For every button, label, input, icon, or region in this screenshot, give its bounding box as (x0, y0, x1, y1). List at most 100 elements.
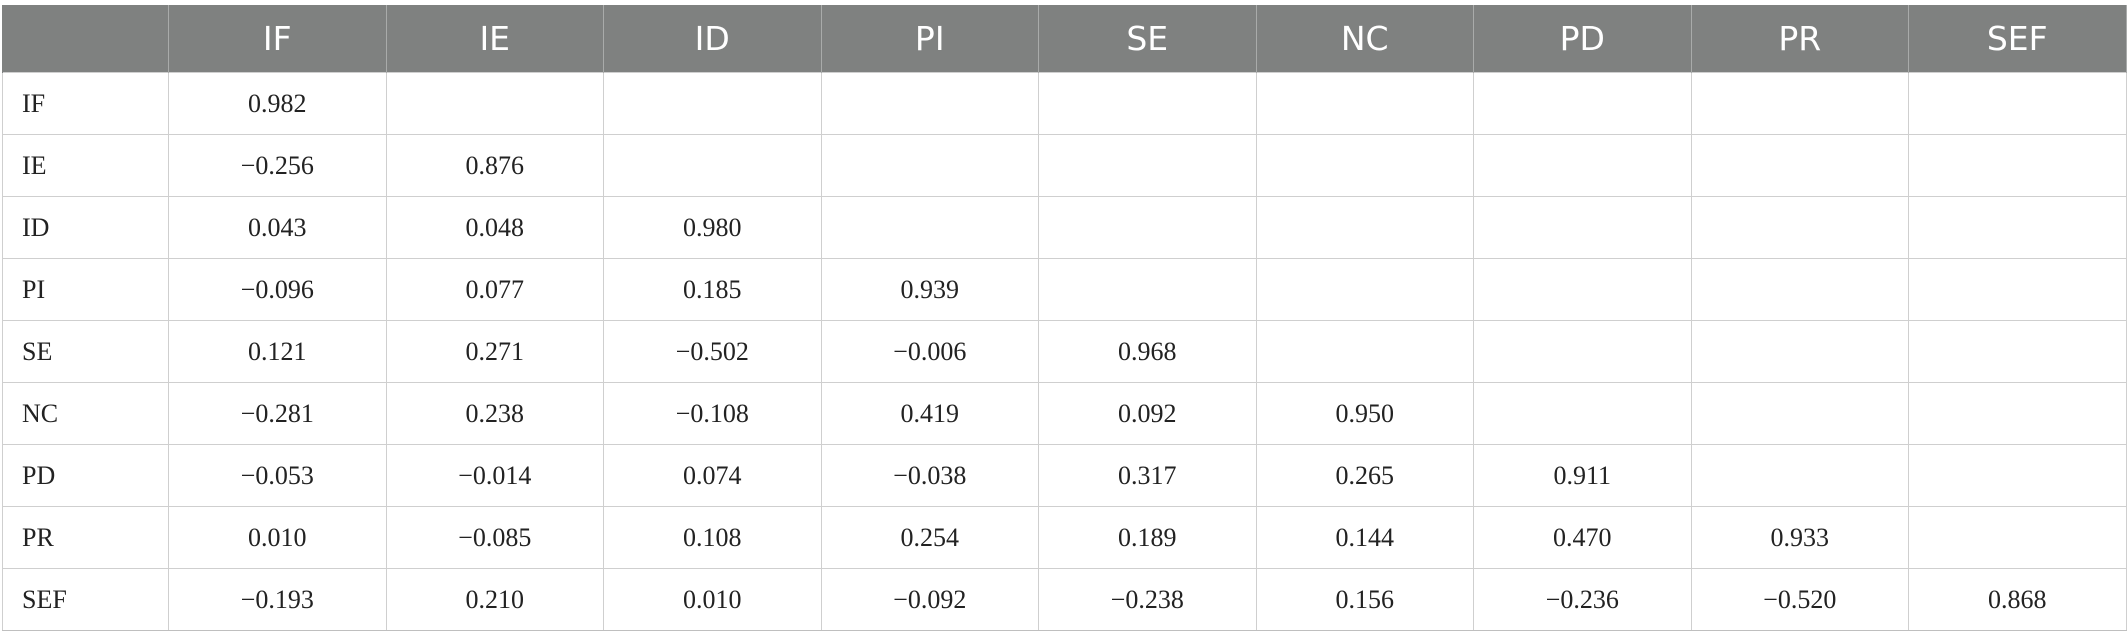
table-cell: 0.077 (385, 258, 604, 321)
table-cell (603, 134, 822, 197)
table-cell: 0.980 (603, 196, 822, 259)
table-cell: 0.238 (385, 382, 604, 445)
table-cell (1473, 72, 1692, 135)
table-cell (603, 72, 822, 135)
table-cell (1908, 258, 2127, 321)
table-cell (385, 72, 604, 135)
table-cell: 0.470 (1473, 506, 1692, 569)
header-cell-pd: PD (1473, 5, 1692, 73)
table-row: IF 0.982 (2, 72, 2127, 135)
table-cell (1908, 382, 2127, 445)
table-cell (1473, 320, 1692, 383)
row-label: PI (2, 258, 169, 321)
table-cell (1473, 258, 1692, 321)
table-cell (1255, 258, 1474, 321)
table-cell: 0.254 (820, 506, 1039, 569)
table-cell: 0.010 (168, 506, 387, 569)
table-cell (1690, 72, 1909, 135)
table-cell (1690, 382, 1909, 445)
row-label: SE (2, 320, 169, 383)
table-cell (1038, 196, 1257, 259)
table-cell (820, 196, 1039, 259)
table-cell: −0.193 (168, 568, 387, 631)
table-cell (1255, 72, 1474, 135)
table-cell: 0.939 (820, 258, 1039, 321)
table-cell (820, 134, 1039, 197)
table-cell: 0.108 (603, 506, 822, 569)
table-cell: 0.265 (1255, 444, 1474, 507)
header-cell-sef: SEF (1908, 5, 2127, 73)
row-label: PD (2, 444, 169, 507)
table-cell: 0.876 (385, 134, 604, 197)
table-cell: 0.010 (603, 568, 822, 631)
table-cell (1908, 134, 2127, 197)
row-label: PR (2, 506, 169, 569)
header-cell-if: IF (168, 5, 387, 73)
table-cell (1473, 134, 1692, 197)
table-row: PD −0.053 −0.014 0.074 −0.038 0.317 0.265 0.911 (2, 444, 2127, 507)
table-cell: 0.982 (168, 72, 387, 135)
table-cell (1473, 196, 1692, 259)
table-cell (1908, 444, 2127, 507)
table-cell: 0.868 (1908, 568, 2127, 631)
row-label: NC (2, 382, 169, 445)
table-body: IF 0.982 IE −0.256 0.876 ID 0.043 0.048 0.980 PI −… (2, 72, 2127, 631)
table-cell: 0.189 (1038, 506, 1257, 569)
table-row: SE 0.121 0.271 −0.502 −0.006 0.968 (2, 320, 2127, 383)
header-cell-nc: NC (1255, 5, 1474, 73)
table-cell: 0.043 (168, 196, 387, 259)
header-cell-se: SE (1038, 5, 1257, 73)
table-cell (1255, 134, 1474, 197)
row-label: SEF (2, 568, 169, 631)
table-cell (1690, 320, 1909, 383)
row-label: IE (2, 134, 169, 197)
table-cell: −0.038 (820, 444, 1039, 507)
table-cell: 0.271 (385, 320, 604, 383)
table-cell: 0.933 (1690, 506, 1909, 569)
table-cell (1255, 196, 1474, 259)
table-cell: −0.006 (820, 320, 1039, 383)
header-cell-id: ID (603, 5, 822, 73)
table-cell (1038, 134, 1257, 197)
table-cell (1908, 72, 2127, 135)
correlation-table: IF IE ID PI SE NC PD PR SEF IF 0.982 IE −0.… (2, 5, 2127, 631)
table-cell: −0.256 (168, 134, 387, 197)
table-cell: −0.092 (820, 568, 1039, 631)
header-cell-ie: IE (385, 5, 604, 73)
table-cell (1690, 444, 1909, 507)
table-cell: −0.085 (385, 506, 604, 569)
table-cell (1908, 320, 2127, 383)
row-label: IF (2, 72, 169, 135)
table-cell: −0.281 (168, 382, 387, 445)
table-header: IF IE ID PI SE NC PD PR SEF (2, 5, 2127, 73)
table-row: SEF −0.193 0.210 0.010 −0.092 −0.238 0.156 −0.2… (2, 568, 2127, 631)
table-cell (1038, 258, 1257, 321)
table-cell: −0.108 (603, 382, 822, 445)
table-cell: −0.520 (1690, 568, 1909, 631)
table-row: PI −0.096 0.077 0.185 0.939 (2, 258, 2127, 321)
table-cell (1473, 382, 1692, 445)
table-cell (1690, 134, 1909, 197)
table-cell: −0.053 (168, 444, 387, 507)
table-cell: −0.236 (1473, 568, 1692, 631)
table-cell: 0.317 (1038, 444, 1257, 507)
table-cell: 0.419 (820, 382, 1039, 445)
table-cell: −0.014 (385, 444, 604, 507)
table-cell (1690, 196, 1909, 259)
table-cell: 0.092 (1038, 382, 1257, 445)
table-cell: −0.502 (603, 320, 822, 383)
table-cell: 0.156 (1255, 568, 1474, 631)
table-cell (820, 72, 1039, 135)
table-cell (1908, 196, 2127, 259)
header-cell-corner (2, 5, 169, 73)
table-cell (1908, 506, 2127, 569)
table-row: ID 0.043 0.048 0.980 (2, 196, 2127, 259)
table-cell: 0.121 (168, 320, 387, 383)
table-cell: −0.238 (1038, 568, 1257, 631)
table-cell: 0.074 (603, 444, 822, 507)
table-cell (1690, 258, 1909, 321)
table-cell: 0.968 (1038, 320, 1257, 383)
table-row: IE −0.256 0.876 (2, 134, 2127, 197)
table-cell: 0.048 (385, 196, 604, 259)
table-cell: 0.911 (1473, 444, 1692, 507)
